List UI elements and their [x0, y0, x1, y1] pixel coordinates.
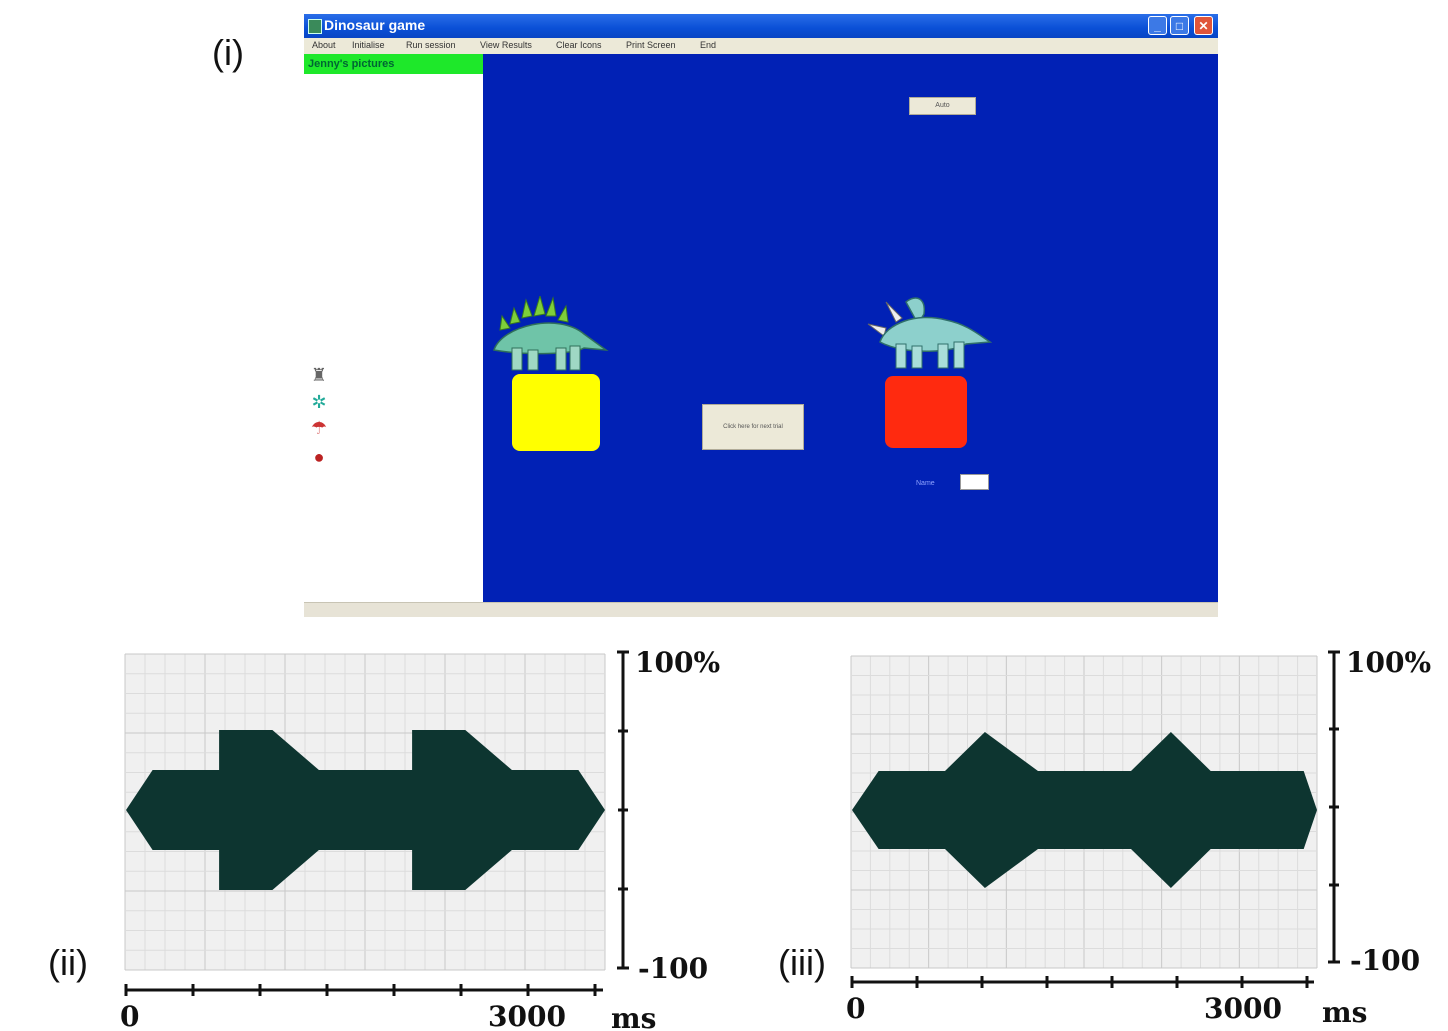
menu-run-session[interactable]: Run session [406, 40, 456, 50]
name-label: Name [916, 480, 935, 487]
sidebar: Jenny's pictures ♜ ✲ ☂ ● [304, 54, 483, 602]
auto-button[interactable]: Auto [909, 97, 976, 115]
chart-ii-x-axis [124, 984, 603, 996]
yellow-box[interactable] [512, 374, 600, 451]
chart-ii-y-tick-top: 100% [635, 646, 720, 679]
pinwheel-icon[interactable]: ✲ [311, 392, 327, 412]
chart-iii: 100% -100 0 3000 ms [846, 646, 1431, 1029]
chart-ii: 100% -100 0 3000 ms [120, 646, 720, 1031]
chart-ii-x-unit: ms [611, 1002, 656, 1031]
chart-iii-x-tick-start: 0 [846, 992, 865, 1025]
maximize-button[interactable]: □ [1170, 16, 1189, 35]
game-stage: Auto Click here for next trial [483, 54, 1218, 602]
menu-clear-icons[interactable]: Clear Icons [556, 40, 602, 50]
robot-icon[interactable]: ♜ [310, 365, 328, 385]
umbrella-icon[interactable]: ☂ [310, 418, 328, 438]
minimize-button[interactable]: _ [1148, 16, 1167, 35]
stegosaurus-icon[interactable] [488, 296, 612, 376]
red-box[interactable] [885, 376, 967, 448]
chart-iii-y-axis [1328, 650, 1340, 964]
menu-bar: About Initialise Run session View Result… [304, 38, 1218, 54]
chart-iii-area [852, 732, 1317, 888]
chart-iii-y-tick-top: 100% [1346, 646, 1431, 679]
title-bar[interactable]: Dinosaur game _ □ ✕ [304, 14, 1218, 38]
name-field[interactable] [960, 474, 989, 490]
close-button[interactable]: ✕ [1194, 16, 1213, 35]
chart-ii-x-tick-end: 3000 [488, 1000, 566, 1031]
dinosaur-game-window: Dinosaur game _ □ ✕ About Initialise Run… [304, 14, 1218, 617]
chart-iii-x-tick-end: 3000 [1204, 992, 1282, 1025]
menu-about[interactable]: About [312, 40, 336, 50]
sidebar-title: Jenny's pictures [304, 54, 483, 74]
panel-label-i: (i) [212, 32, 244, 73]
app-icon [308, 19, 322, 34]
next-trial-button[interactable]: Click here for next trial [702, 404, 804, 450]
window-title: Dinosaur game [324, 17, 426, 33]
chart-iii-x-axis [850, 976, 1314, 988]
status-bar [304, 602, 1218, 617]
chart-ii-x-tick-start: 0 [120, 1000, 139, 1031]
ladybird-icon[interactable]: ● [313, 447, 325, 467]
panel-label-iii: (iii) [778, 942, 826, 983]
menu-end[interactable]: End [700, 40, 717, 50]
chart-ii-y-tick-bottom: -100 [638, 952, 708, 985]
chart-iii-x-unit: ms [1322, 996, 1367, 1029]
triceratops-icon[interactable] [866, 294, 992, 374]
chart-iii-y-tick-bottom: -100 [1350, 944, 1420, 977]
chart-ii-y-axis [617, 650, 629, 970]
menu-initialise[interactable]: Initialise [352, 40, 385, 50]
panel-label-ii: (ii) [48, 942, 88, 983]
chart-ii-area [126, 730, 605, 890]
menu-view-results[interactable]: View Results [480, 40, 532, 50]
menu-print-screen[interactable]: Print Screen [626, 40, 676, 50]
